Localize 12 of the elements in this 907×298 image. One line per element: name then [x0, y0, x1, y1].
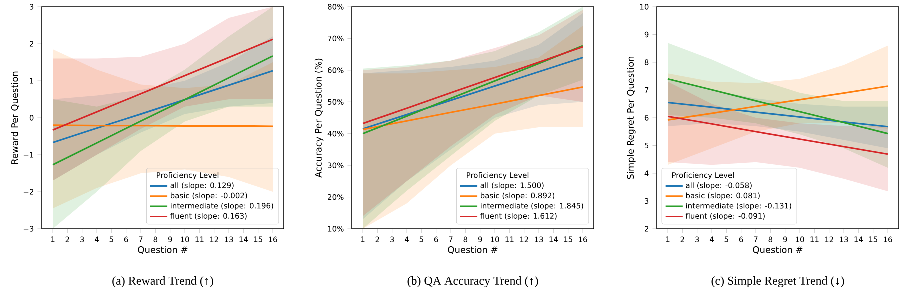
y-axis-title: Simple Regret Per Question	[627, 56, 636, 180]
line-series	[52, 55, 274, 166]
text: (a) Reward Trend (↑)	[112, 276, 214, 288]
x-axis-title: Question #	[138, 246, 188, 254]
text: (c) Simple Regret Trend (↓)	[712, 276, 844, 288]
text: (b) QA Accuracy Trend (↑)	[408, 276, 538, 288]
y-axis-title: Reward Per Question	[11, 72, 20, 164]
x-axis-title: Question #	[753, 246, 803, 254]
line-series	[667, 86, 889, 122]
y-axis-title: Accuracy Per Question (%)	[314, 58, 324, 178]
line-series	[667, 102, 889, 128]
x-axis-title: Question #	[448, 246, 498, 254]
